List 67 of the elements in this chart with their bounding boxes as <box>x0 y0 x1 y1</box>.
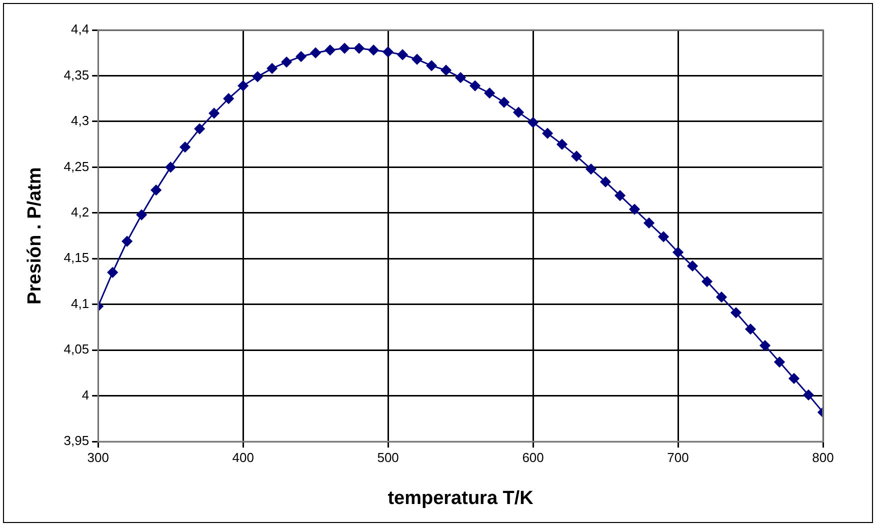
y-tick-label: 4,3 <box>71 113 90 128</box>
point <box>165 162 176 172</box>
point <box>498 97 510 108</box>
point <box>803 390 814 400</box>
point <box>571 150 582 162</box>
point <box>528 117 538 128</box>
point <box>368 44 379 56</box>
point <box>440 64 452 76</box>
point <box>788 373 800 384</box>
point <box>658 231 669 242</box>
point <box>629 204 640 215</box>
point <box>339 43 350 54</box>
point <box>180 142 190 152</box>
point <box>730 307 742 318</box>
point <box>556 139 568 150</box>
x-tick-label: 800 <box>812 450 834 465</box>
point <box>586 164 596 174</box>
point <box>600 176 611 188</box>
point <box>281 56 292 68</box>
point <box>412 54 422 65</box>
x-axis-title: temperatura T/K <box>388 488 534 509</box>
y-tick-label: 4,2 <box>71 204 90 220</box>
point <box>760 340 770 351</box>
point <box>644 218 654 228</box>
point <box>382 46 394 58</box>
y-tick-label: 4,1 <box>71 296 90 311</box>
point <box>252 71 263 82</box>
point <box>324 44 336 56</box>
y-tick-label: 4,05 <box>64 342 90 357</box>
point <box>455 72 466 83</box>
point <box>484 88 495 98</box>
y-tick-label: 4,15 <box>64 250 90 266</box>
y-tick-label: 4,35 <box>64 67 90 82</box>
x-tick-label: 300 <box>87 450 109 465</box>
point <box>107 267 118 278</box>
y-tick-label: 4,25 <box>64 158 90 174</box>
point <box>194 124 205 134</box>
point <box>208 108 220 118</box>
point <box>745 324 756 334</box>
y-tick-label: 4,4 <box>71 22 90 37</box>
x-tick-label: 400 <box>232 450 254 465</box>
point <box>223 93 234 104</box>
point <box>426 60 437 71</box>
point <box>774 356 785 368</box>
y-axis-title: Presión . P/atm <box>24 167 46 304</box>
point <box>687 260 698 272</box>
point <box>397 49 408 60</box>
point <box>266 63 278 74</box>
point <box>672 247 684 258</box>
point <box>238 80 248 92</box>
point <box>513 107 524 118</box>
point <box>470 80 480 92</box>
y-tick-label: 3,95 <box>64 433 90 448</box>
point <box>136 210 147 220</box>
point <box>614 190 626 201</box>
x-tick-label: 700 <box>667 450 689 465</box>
point <box>310 48 321 58</box>
point <box>150 184 162 196</box>
x-tick-label: 500 <box>377 450 399 465</box>
point <box>716 292 727 302</box>
y-tick-label: 4 <box>82 387 90 402</box>
point <box>296 51 306 62</box>
point <box>542 128 553 139</box>
point <box>354 43 364 54</box>
point <box>122 236 132 247</box>
point <box>702 276 712 287</box>
x-tick-label: 600 <box>522 450 544 465</box>
